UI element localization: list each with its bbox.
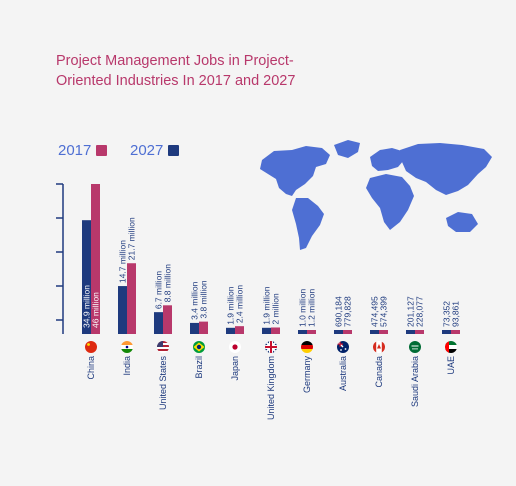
value-label-2027: 6.7 million bbox=[154, 271, 164, 310]
value-label-2027: 73,352 bbox=[442, 301, 452, 327]
x-axis-labels-group: China India United States Brazil Japan United… bbox=[86, 356, 456, 421]
bar-2027 bbox=[154, 312, 163, 334]
bar-2027 bbox=[82, 220, 91, 334]
value-label-2017: 779,828 bbox=[343, 296, 353, 327]
chart-title: Project Management Jobs in Project- Orie… bbox=[56, 53, 296, 89]
value-label-2027: 1.9 million bbox=[226, 286, 236, 325]
india-flag-icon bbox=[121, 341, 133, 353]
x-axis-label: Brazil bbox=[194, 356, 204, 379]
europe-shape bbox=[370, 148, 404, 171]
legend-item-2017: 2017 bbox=[58, 142, 108, 159]
bar-2017 bbox=[235, 326, 244, 334]
value-label-2027: 474,495 bbox=[370, 296, 380, 327]
value-label-2027: 14.7 million bbox=[118, 240, 128, 283]
value-label-2017: 2.4 million bbox=[235, 285, 245, 324]
bar-2017 bbox=[163, 305, 172, 334]
bar-2017 bbox=[307, 330, 316, 334]
value-label-2017: 1.2 million bbox=[307, 288, 317, 327]
value-label-2027: 201,127 bbox=[406, 296, 416, 327]
africa-shape bbox=[366, 174, 414, 230]
china-flag-icon bbox=[85, 341, 97, 353]
x-axis-label: Australia bbox=[338, 356, 348, 391]
legend-swatch-2017 bbox=[96, 145, 108, 156]
australia-flag-icon bbox=[337, 341, 349, 353]
x-axis-label: Saudi Arabia bbox=[410, 356, 420, 407]
uk-flag-icon bbox=[265, 341, 277, 353]
value-label-2017: 574,399 bbox=[379, 296, 389, 327]
bar-2027 bbox=[442, 330, 451, 334]
bar-2017 bbox=[379, 330, 388, 334]
bar-2027 bbox=[118, 286, 127, 334]
value-label-2017: 2 million bbox=[271, 293, 281, 324]
x-axis-label: UAE bbox=[446, 356, 456, 375]
x-axis-label: United Kingdom bbox=[266, 356, 276, 420]
bar-2027 bbox=[298, 330, 307, 334]
legend-item-2027: 2027 bbox=[130, 142, 180, 159]
bar-2017 bbox=[343, 330, 352, 334]
x-axis-label: Germany bbox=[302, 356, 312, 394]
value-label-2017: 8.8 million bbox=[163, 264, 173, 303]
value-label-2017: 46 million bbox=[91, 292, 101, 328]
x-axis-label: Canada bbox=[374, 356, 384, 388]
x-axis-label: Japan bbox=[230, 356, 240, 381]
value-label-2027: 1.0 million bbox=[298, 288, 308, 327]
bar-2017 bbox=[415, 330, 424, 334]
bar-2017 bbox=[91, 184, 100, 334]
legend-label-2027: 2027 bbox=[130, 142, 164, 159]
x-axis-label: United States bbox=[158, 356, 168, 411]
germany-flag-icon bbox=[301, 341, 313, 353]
value-label-2027: 3.4 million bbox=[190, 281, 200, 320]
bar-2027 bbox=[334, 330, 343, 334]
bar-2017 bbox=[451, 330, 460, 334]
y-axis-ticks bbox=[56, 183, 63, 321]
value-label-2027: 1.9 million bbox=[262, 286, 272, 325]
bar-2027 bbox=[226, 327, 235, 334]
x-axis-label: China bbox=[86, 356, 96, 380]
greenland-shape bbox=[334, 140, 360, 158]
value-label-2017: 228,077 bbox=[415, 296, 425, 327]
uae-flag-icon bbox=[445, 341, 457, 353]
value-label-2017: 3.8 million bbox=[199, 280, 209, 319]
bars-group bbox=[82, 184, 460, 334]
map-landmasses bbox=[260, 140, 492, 250]
south-america-shape bbox=[292, 198, 324, 250]
value-label-2017: 93,861 bbox=[451, 301, 461, 327]
brazil-flag-icon bbox=[193, 341, 205, 353]
canada-flag-icon bbox=[373, 341, 385, 353]
value-label-2027: 34.9 million bbox=[82, 285, 92, 328]
japan-flag-icon bbox=[229, 341, 241, 353]
flags-group bbox=[85, 341, 457, 353]
bar-2017 bbox=[127, 263, 136, 334]
value-label-2017: 21.7 million bbox=[127, 217, 137, 260]
bar-2017 bbox=[271, 327, 280, 334]
bar-2027 bbox=[190, 322, 199, 334]
x-axis-label: India bbox=[122, 356, 132, 376]
value-label-2027: 690,184 bbox=[334, 296, 344, 327]
usa-flag-icon bbox=[157, 341, 169, 353]
bar-2017 bbox=[199, 321, 208, 334]
asia-shape bbox=[400, 143, 492, 195]
bar-2027 bbox=[406, 330, 415, 334]
north-america-shape bbox=[260, 146, 330, 196]
legend-swatch-2027 bbox=[168, 145, 180, 156]
saudi-arabia-flag-icon bbox=[409, 341, 421, 353]
bar-2027 bbox=[370, 330, 379, 334]
australia-shape bbox=[446, 212, 478, 232]
bar-2027 bbox=[262, 327, 271, 334]
legend-label-2017: 2017 bbox=[58, 142, 92, 159]
